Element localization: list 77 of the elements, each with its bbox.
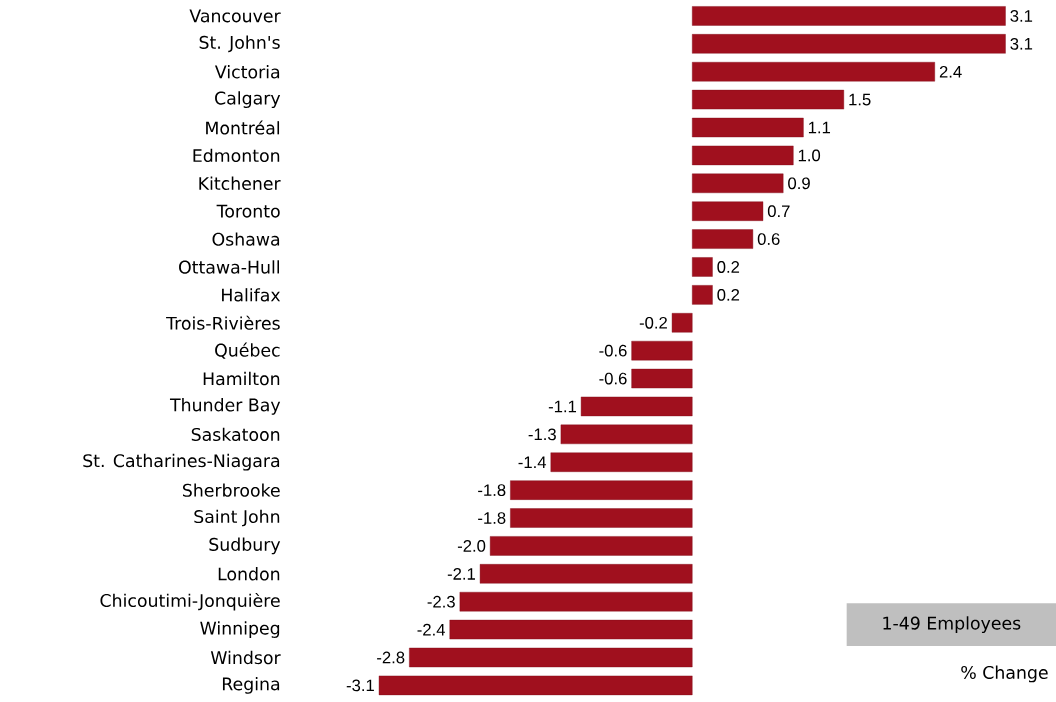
data-label: 1.0 [798,149,821,162]
bar [550,452,693,472]
bar [631,368,693,389]
bar [692,34,1006,54]
y-tick-label: Sherbrooke [182,483,280,497]
y-tick-label: London [218,567,280,581]
y-tick-label: Montréal [206,120,280,135]
y-tick-label: Calgary [215,91,281,108]
y-tick-label: Hamilton [203,371,280,386]
y-tick-label: Winnipeg [200,621,280,638]
y-tick-label: Regina [222,676,280,694]
y-tick-label: Thunder Bay [169,398,281,415]
y-tick-label: Windsor [210,650,281,665]
bar [692,257,713,277]
bar [459,592,693,612]
data-label: -0.6 [599,372,627,385]
data-label: -2.1 [447,568,475,580]
data-label: -1.3 [528,428,556,441]
bar [510,508,693,528]
bar [692,62,935,82]
y-tick-label: St. John's [199,35,280,53]
data-label: 0.7 [767,205,790,218]
data-label: -0.6 [599,344,627,357]
y-tick-label: Ottawa-Hull [179,260,280,274]
bar [631,340,693,361]
data-label: -3.1 [346,679,374,692]
data-label: 0.6 [757,233,780,245]
y-tick-label: Québec [215,342,280,359]
bar [671,313,693,333]
bar [692,145,794,166]
data-label: 0.2 [717,261,740,273]
bar [489,536,693,556]
y-tick-label: St. Catharines-Niagara [83,453,280,471]
data-label: -0.2 [639,316,667,329]
data-label: -1.8 [478,484,506,497]
y-tick-label: Victoria [214,65,280,79]
y-tick-label: Trois-Rivières [166,315,280,330]
data-label: 1.5 [849,93,871,106]
data-label: -2.3 [427,595,455,608]
data-label: -2.8 [377,651,405,664]
annotation: % Change [961,665,1048,683]
bar [692,229,754,249]
bar [692,285,713,305]
annotation: 1-49 Employees [883,616,1021,634]
data-label: -1.8 [478,512,506,524]
data-label: -1.4 [518,456,547,468]
y-tick-label: Vancouver [189,9,281,23]
data-label: 1.1 [808,121,831,134]
bar [409,647,693,668]
bar [692,89,845,110]
y-tick-label: Oshawa [212,232,280,246]
bar [692,6,1006,26]
bar [692,173,784,193]
y-tick-label: Chicoutimi-Jonquière [100,592,280,611]
bar [378,675,693,696]
y-tick-label: Kitchener [199,176,281,191]
data-label: 3.1 [1010,10,1033,22]
data-label: 2.4 [939,65,962,78]
data-label: 0.9 [788,177,810,190]
bar [479,564,693,584]
data-label: -2.4 [417,623,445,636]
y-tick-label: Edmonton [193,148,280,163]
bar [692,117,804,138]
data-label: 3.1 [1010,37,1033,50]
bar [449,619,693,640]
y-tick-label: Halifax [222,288,281,302]
y-tick-label: Saint John [194,509,280,527]
data-label: -2.0 [457,540,486,552]
bar [560,424,693,445]
y-tick-label: Toronto [216,204,280,218]
bar [510,480,693,500]
y-tick-label: Saskatoon [191,427,280,442]
data-label: 0.2 [717,288,740,301]
y-tick-label: Sudbury [209,537,281,555]
bar [692,201,764,221]
bar [580,396,693,417]
data-label: -1.1 [548,400,577,413]
